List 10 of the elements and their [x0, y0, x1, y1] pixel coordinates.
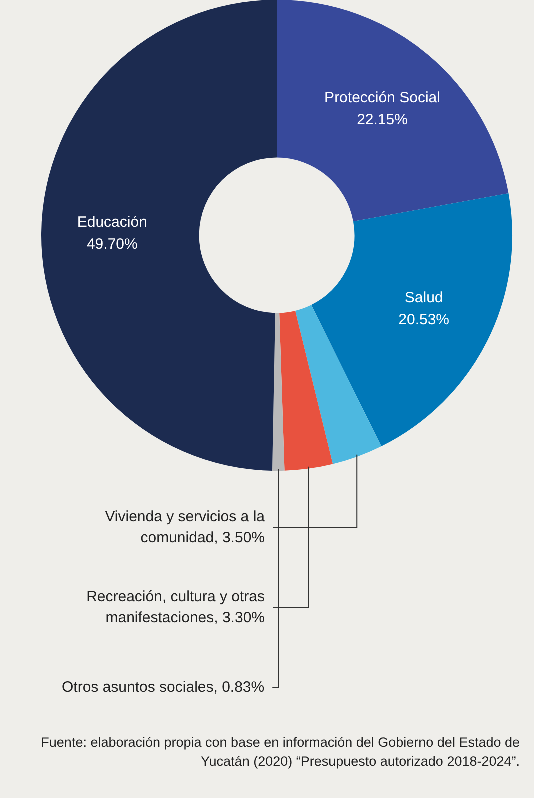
- data-label: 22.15%: [357, 111, 408, 128]
- slice-label: Vivienda y servicios a la comunidad, 3.50%: [105, 508, 266, 547]
- slice-label: Salud: [404, 290, 444, 307]
- slice-label: Recreación, cultura y otras manifestaciones, 3.30%: [86, 588, 265, 627]
- source-note: Fuente: elaboración propia con base en información del Gobierno del Estado de Yucatán (2020) “Presupuesto autorizado 2018-2024”.: [40, 734, 520, 771]
- data-label: 49.70%: [86, 236, 138, 254]
- slice-label: Otros asuntos sociales, 0.83%: [62, 679, 265, 696]
- data-label: 20.53%: [398, 312, 450, 329]
- slice-label: Protección Social: [324, 89, 440, 106]
- slice-label: Educación: [77, 214, 148, 232]
